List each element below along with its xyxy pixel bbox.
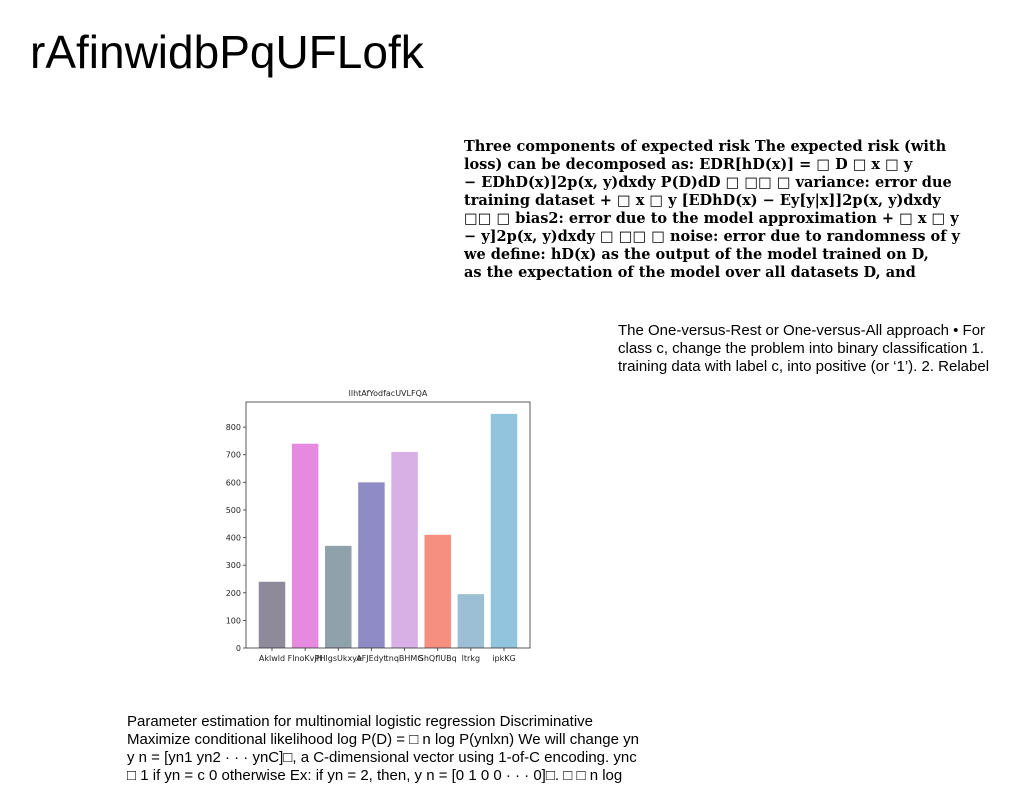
text-line: − y]2p(x, y)dxdy □ □□ □ noise: error due… [464,228,961,245]
text-line: we define: hD(x) as the output of the mo… [463,246,929,263]
y-tick-label: 0 [236,644,241,653]
bar [291,443,319,648]
x-tick-label: Aklwld [259,654,285,663]
text-line: The One-versus-Rest or One-versus-All ap… [618,322,985,339]
x-tick-label: ltrkg [462,654,480,663]
text-line: as the expectation of the model over all… [464,264,916,281]
y-tick-label: 700 [226,451,241,460]
text-line: training dataset + □ x □ y [EDhD(x) − Ey… [464,192,941,209]
x-tick-label: ipkKG [492,654,515,663]
y-tick-label: 800 [226,423,241,432]
y-tick-label: 600 [226,478,241,487]
y-tick-label: 100 [226,616,241,625]
y-tick-label: 200 [226,589,241,598]
y-tick-label: 300 [226,561,241,570]
bar [325,545,352,648]
slide-title: rAfinwidbPqUFLofk [30,26,425,78]
y-tick-label: 500 [226,506,241,515]
x-tick-label: AFJEdyt [356,654,386,663]
x-tick-label: ShQflUBq [419,654,457,663]
text-line: □ 1 if yn = c 0 otherwise Ex: if yn = 2,… [127,767,622,784]
text-line: □□ □ bias2: error due to the model appro… [464,210,959,227]
bar [258,581,286,648]
chart-title: llhtAfYodfacUVLFQA [349,389,428,398]
text-line: y n = [yn1 yn2 · · · ynC]□, a C-dimensio… [127,749,637,766]
bar [391,451,418,648]
text-line: Parameter estimation for multinomial log… [127,713,593,730]
y-tick-label: 400 [226,534,241,543]
text-line: loss) can be decomposed as: EDR[hD(x)] =… [464,156,913,173]
text-line: Maximize conditional likelihood log P(D)… [127,731,639,748]
plot-frame [245,401,531,649]
bar [358,482,385,648]
text-line: Three components of expected risk The ex… [464,138,947,155]
x-tick-label: tnqBHMG [386,654,424,663]
text-line: class c, change the problem into binary … [618,340,984,357]
bar [490,413,518,648]
x-tick-label: FlnoKvjH [288,654,323,663]
bar [457,594,485,648]
text-line: − EDhD(x)]2p(x, y)dxdy P(D)dD □ □□ □ var… [464,174,952,191]
text-line: training data with label c, into positiv… [618,358,989,375]
x-tick-label: PHlgsUkxye [315,654,362,663]
bar [424,534,451,648]
